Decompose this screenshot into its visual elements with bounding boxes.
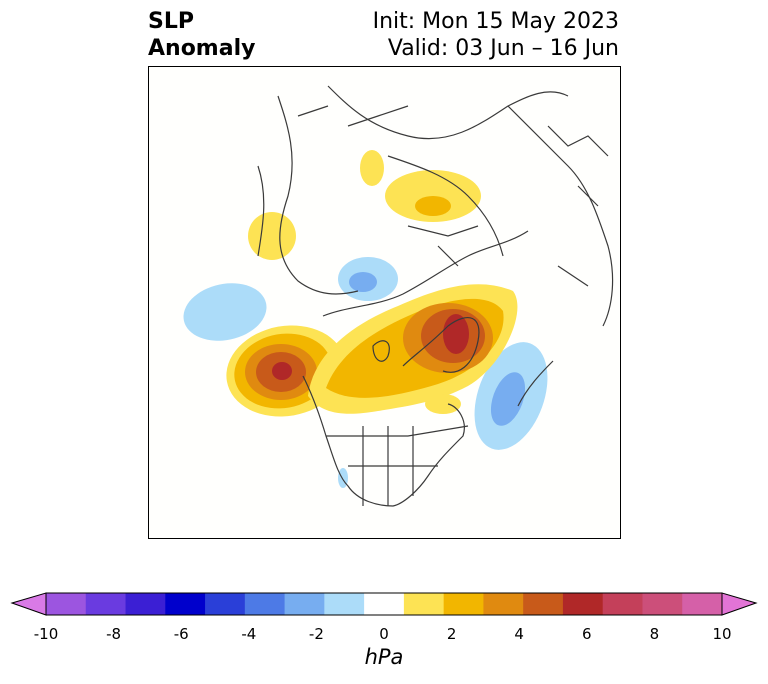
colorbar-cell bbox=[562, 593, 604, 615]
colorbar-extend-right bbox=[721, 592, 758, 616]
colorbar-cell bbox=[642, 593, 683, 615]
colorbar-cell bbox=[364, 593, 405, 615]
colorbar-cell bbox=[85, 593, 127, 615]
date-info: Init: Mon 15 May 2023 Valid: 03 Jun – 16… bbox=[373, 8, 619, 62]
colorbar-cell bbox=[284, 593, 325, 615]
colorbar-unit: hPa bbox=[364, 645, 404, 669]
colorbar-cell bbox=[523, 593, 564, 615]
colorbar-cell bbox=[483, 593, 524, 615]
colorbar-cell bbox=[46, 593, 87, 615]
negative-anomaly-north-pacific bbox=[183, 283, 267, 341]
colorbar-cell bbox=[602, 593, 643, 615]
colorbar-cell bbox=[165, 593, 206, 615]
colorbar-tick-label: -8 bbox=[106, 625, 122, 643]
colorbar-cell bbox=[244, 593, 286, 615]
anomaly-map bbox=[148, 66, 621, 539]
colorbar-tick-label: 10 bbox=[712, 625, 732, 643]
negative-anomaly-central-arctic bbox=[338, 257, 398, 301]
colorbar-tick-label: -6 bbox=[173, 625, 189, 643]
positive-anomaly-scandinavia bbox=[248, 212, 296, 260]
colorbar-tick-label: -2 bbox=[308, 625, 324, 643]
colorbar-tick-label: 2 bbox=[446, 625, 457, 643]
colorbar-cell bbox=[205, 593, 246, 615]
colorbar-cell bbox=[403, 593, 445, 615]
positive-anomaly-canada-greenland bbox=[308, 284, 518, 414]
colorbar-cell bbox=[443, 593, 484, 615]
title-line-2: Anomaly bbox=[148, 36, 256, 61]
colorbar-tick-label: -10 bbox=[33, 625, 59, 643]
colorbar-tick-label: 4 bbox=[514, 625, 524, 643]
colorbar-tick-label: -4 bbox=[241, 625, 257, 643]
colorbar-extend-left bbox=[10, 592, 47, 616]
positive-anomaly-siberia bbox=[385, 170, 481, 222]
colorbar-cell bbox=[324, 593, 365, 615]
colorbar-cell bbox=[682, 593, 723, 615]
colorbar-tick-label: 6 bbox=[582, 625, 592, 643]
positive-anomaly-barents bbox=[360, 150, 384, 186]
colorbar-cell bbox=[125, 593, 166, 615]
colorbar-tick-label: 0 bbox=[379, 625, 389, 643]
negative-anomaly-north-atlantic bbox=[474, 342, 548, 450]
title-line-1: SLP bbox=[148, 9, 194, 34]
init-date: Init: Mon 15 May 2023 bbox=[372, 9, 619, 34]
colorbar-tick-label: 8 bbox=[649, 625, 660, 643]
map-title: SLP Anomaly bbox=[148, 8, 255, 62]
coastlines bbox=[257, 85, 614, 507]
valid-period: Valid: 03 Jun – 16 Jun bbox=[387, 36, 619, 61]
colorbar bbox=[10, 592, 758, 616]
